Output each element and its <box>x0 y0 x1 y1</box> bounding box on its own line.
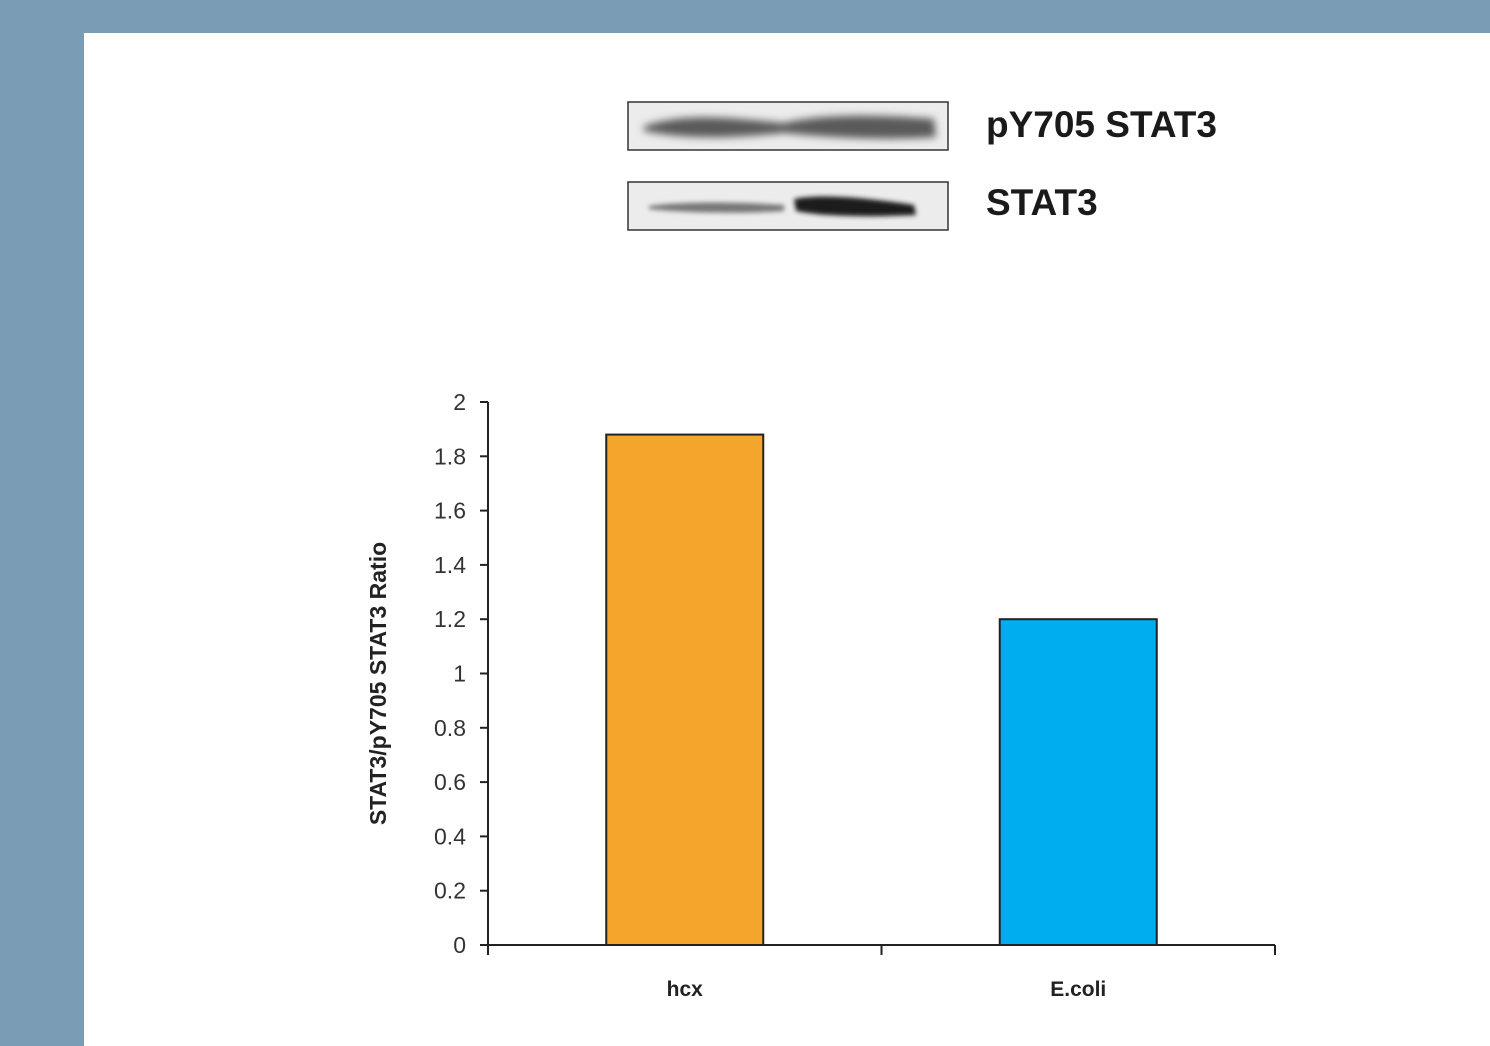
y-axis-ticks: 0 0.2 0.4 0.6 0.8 1 1.2 1.4 1.6 1.8 2 <box>434 389 488 958</box>
y-tick-label: 1 <box>453 661 466 687</box>
y-tick-label: 2 <box>453 389 466 415</box>
blot-label-stat3: STAT3 <box>986 182 1098 223</box>
bar-hcx <box>605 433 765 946</box>
y-tick-label: 1.4 <box>434 552 466 578</box>
y-tick-label: 0.6 <box>434 769 466 795</box>
blot-stat3 <box>627 181 949 231</box>
bars <box>605 433 1158 946</box>
x-axis-categories: hcx E.coli <box>667 978 1107 1001</box>
y-tick-label: 0.8 <box>434 715 466 741</box>
blot-pY705-stat3 <box>627 101 949 151</box>
western-blot-bar-chart: pY705 STAT3 STAT3 STAT3/pY705 STAT3 Rati… <box>365 101 1276 1001</box>
blot-label-pY705-stat3: pY705 STAT3 <box>986 104 1217 145</box>
y-tick-label: 0 <box>453 932 466 958</box>
figure-panel: pY705 STAT3 STAT3 STAT3/pY705 STAT3 Rati… <box>84 33 1490 1046</box>
y-axis-title: STAT3/pY705 STAT3 Ratio <box>365 542 391 825</box>
x-category-label: hcx <box>667 978 704 1001</box>
y-tick-label: 1.2 <box>434 606 466 632</box>
x-category-label: E.coli <box>1050 978 1106 1001</box>
plot-area: STAT3/pY705 STAT3 Ratio 0 0.2 0.4 0.6 0.8 1 1.… <box>365 389 1276 1001</box>
y-tick-label: 1.6 <box>434 498 466 524</box>
x-axis-tick-marks <box>487 945 1276 955</box>
y-tick-label: 0.2 <box>434 878 466 904</box>
y-tick-label: 1.8 <box>434 443 466 469</box>
bar-e-coli <box>998 618 1158 946</box>
y-tick-label: 0.4 <box>434 823 466 849</box>
